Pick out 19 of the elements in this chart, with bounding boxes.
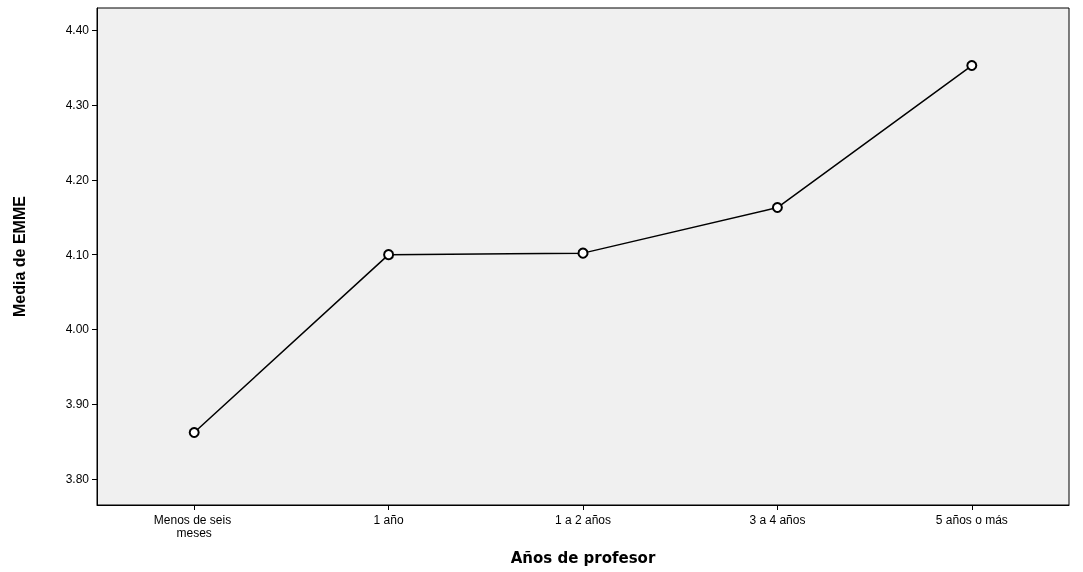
y-tick-label: 4.10 [65,247,90,262]
x-tick-label: 3 a 4 años [749,512,806,527]
y-tick-label: 4.40 [65,23,90,38]
y-tick-label: 4.00 [65,322,90,337]
x-tick-label: 1 año [373,512,404,527]
point [771,202,783,214]
y-axis-title: Media de EMME [10,195,28,317]
y-tick-label: 4.30 [65,98,90,113]
x-axis-title: Años de profesor [510,548,656,567]
x-tick-label: 1 a 2 años [554,512,612,527]
point [577,247,589,259]
y-tick-label: 3.80 [65,471,90,486]
y-tick-label: 3.90 [65,397,90,412]
x-tick-label: Menos de seis meses [153,512,235,540]
x-tick-label: 5 años o más [935,512,1008,527]
y-tick-label: 4.20 [65,172,90,187]
point [966,60,978,72]
point [383,249,395,261]
point [188,427,200,438]
